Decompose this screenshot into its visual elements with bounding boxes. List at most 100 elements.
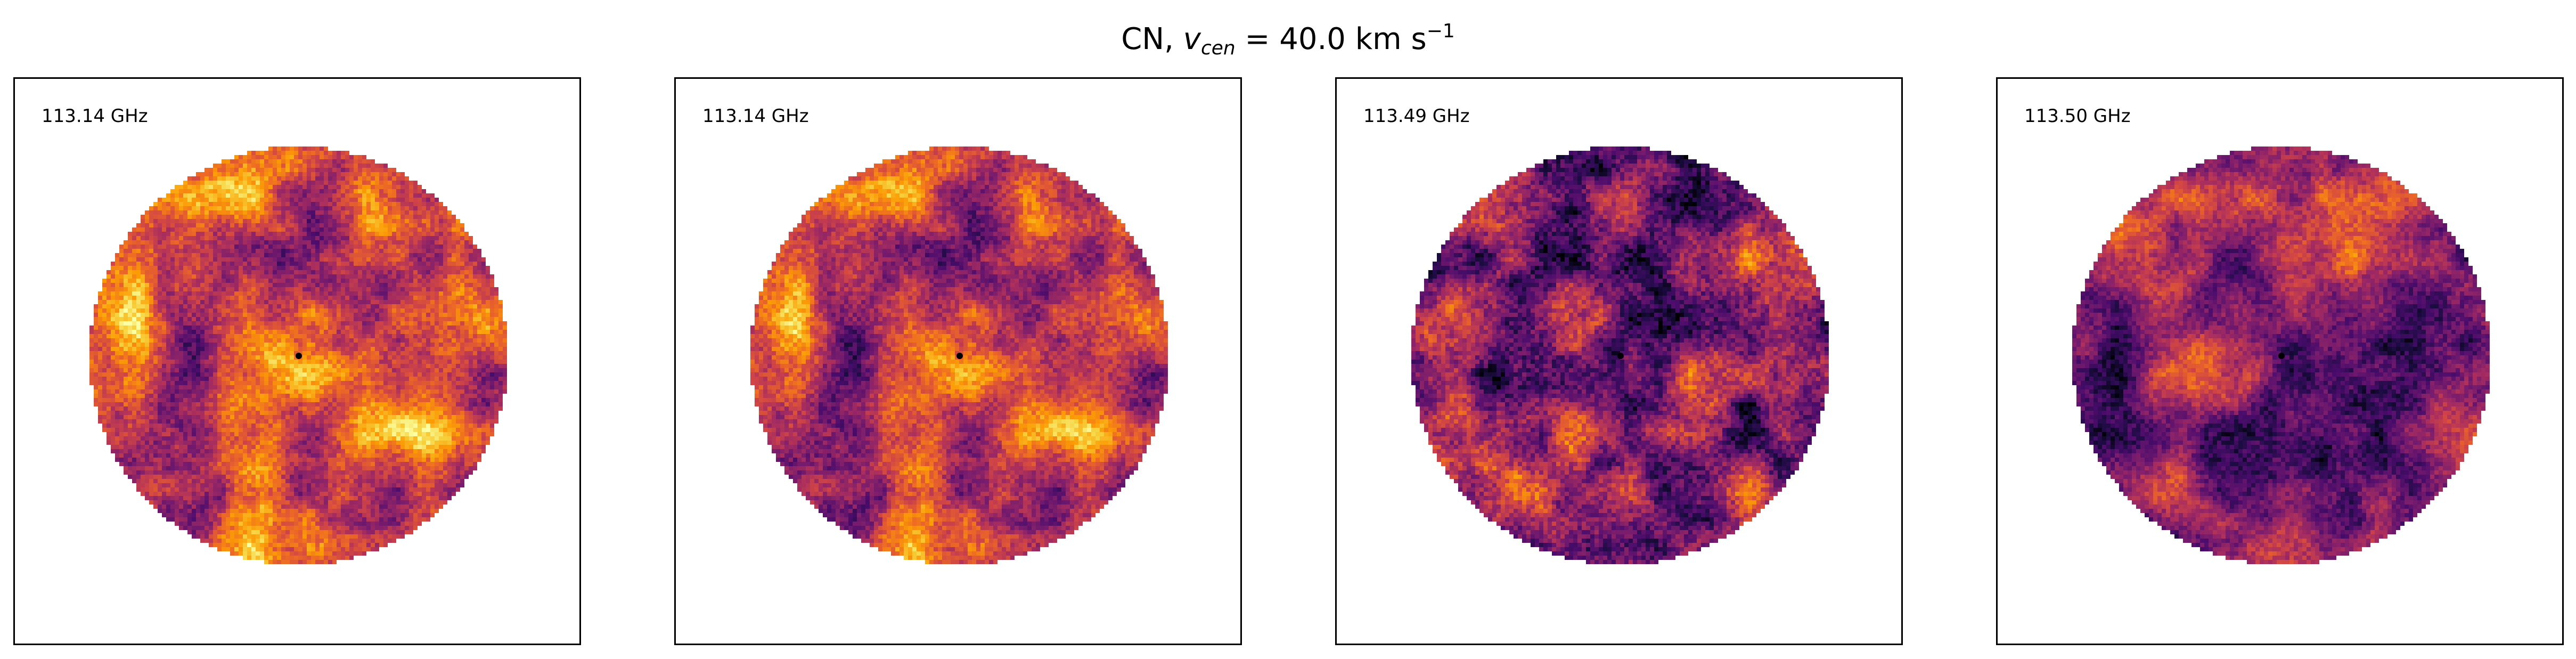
map-pixel — [145, 253, 149, 257]
map-pixel — [141, 274, 145, 279]
map-pixel — [166, 326, 170, 330]
map-pixel — [136, 283, 141, 287]
map-pixel — [217, 202, 222, 206]
map-pixel — [281, 389, 285, 394]
map-pixel — [213, 343, 217, 347]
map-pixel — [409, 236, 413, 240]
map-pixel — [158, 338, 162, 343]
map-pixel — [141, 394, 145, 398]
map-pixel — [473, 274, 477, 279]
map-pixel — [290, 368, 294, 372]
map-pixel — [456, 385, 460, 389]
map-pixel — [490, 287, 494, 291]
map-pixel — [226, 159, 230, 164]
map-pixel — [119, 398, 124, 402]
map-pixel — [324, 232, 328, 236]
map-pixel — [209, 334, 213, 338]
map-pixel — [486, 304, 490, 308]
map-pixel — [337, 274, 341, 279]
map-pixel — [418, 274, 422, 279]
map-pixel — [345, 338, 349, 343]
map-pixel — [503, 368, 507, 372]
map-pixel — [264, 240, 268, 245]
map-pixel — [341, 210, 345, 215]
map-pixel — [341, 291, 345, 296]
map-pixel — [200, 266, 205, 270]
map-pixel — [383, 317, 388, 321]
map-pixel — [315, 189, 320, 193]
map-pixel — [251, 227, 256, 232]
map-pixel — [307, 300, 311, 304]
map-pixel — [358, 257, 362, 262]
map-pixel — [175, 270, 179, 274]
map-pixel — [298, 202, 302, 206]
map-pixel — [354, 232, 358, 236]
map-pixel — [490, 398, 494, 402]
map-pixel — [277, 279, 281, 283]
map-pixel — [256, 377, 260, 381]
map-pixel — [362, 313, 366, 317]
map-pixel — [405, 304, 409, 308]
map-pixel — [251, 257, 256, 262]
map-pixel — [456, 381, 460, 385]
map-pixel — [371, 343, 375, 347]
map-pixel — [341, 385, 345, 389]
map-pixel — [418, 368, 422, 372]
map-pixel — [222, 313, 226, 317]
map-pixel — [136, 249, 141, 253]
map-pixel — [158, 253, 162, 257]
map-pixel — [158, 394, 162, 398]
map-pixel — [503, 355, 507, 360]
map-pixel — [400, 398, 405, 402]
map-pixel — [256, 210, 260, 215]
map-pixel — [418, 377, 422, 381]
map-pixel — [145, 334, 149, 338]
map-pixel — [366, 381, 371, 385]
map-pixel — [213, 308, 217, 313]
map-pixel — [422, 253, 426, 257]
map-pixel — [260, 317, 264, 321]
map-pixel — [111, 304, 115, 308]
map-pixel — [371, 360, 375, 364]
map-pixel — [426, 266, 430, 270]
map-pixel — [337, 398, 341, 402]
map-pixel — [256, 189, 260, 193]
map-pixel — [128, 279, 132, 283]
map-pixel — [170, 249, 175, 253]
map-pixel — [200, 240, 205, 245]
map-pixel — [418, 279, 422, 283]
map-pixel — [477, 381, 481, 385]
map-pixel — [285, 198, 290, 202]
map-pixel — [354, 330, 358, 334]
map-pixel — [418, 338, 422, 343]
map-pixel — [426, 249, 430, 253]
map-pixel — [379, 377, 383, 381]
map-pixel — [324, 168, 328, 172]
map-pixel — [107, 406, 111, 411]
map-pixel — [400, 283, 405, 287]
map-pixel — [345, 389, 349, 394]
map-pixel — [358, 338, 362, 343]
map-pixel — [341, 308, 345, 313]
map-pixel — [494, 313, 498, 317]
map-pixel — [375, 355, 379, 360]
map-pixel — [192, 253, 196, 257]
map-pixel — [447, 402, 452, 406]
map-pixel — [469, 372, 473, 377]
map-pixel — [102, 372, 107, 377]
map-pixel — [435, 394, 439, 398]
map-pixel — [166, 406, 170, 411]
map-pixel — [136, 240, 141, 245]
map-pixel — [256, 262, 260, 266]
map-pixel — [341, 257, 345, 262]
map-pixel — [187, 274, 192, 279]
map-pixel — [200, 381, 205, 385]
map-pixel — [358, 360, 362, 364]
map-pixel — [392, 223, 396, 227]
map-pixel — [273, 176, 277, 181]
map-pixel — [243, 389, 247, 394]
map-pixel — [452, 326, 456, 330]
map-pixel — [162, 330, 166, 334]
map-pixel — [469, 368, 473, 372]
map-pixel — [430, 262, 435, 266]
